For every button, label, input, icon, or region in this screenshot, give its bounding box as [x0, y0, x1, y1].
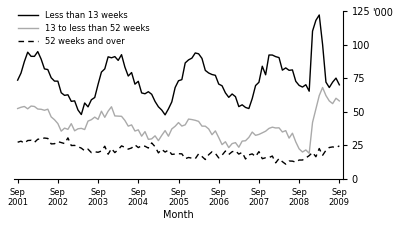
Y-axis label: '000: '000 [372, 7, 393, 17]
X-axis label: Month: Month [163, 210, 194, 220]
Legend: Less than 13 weeks, 13 to less than 52 weeks, 52 weeks and over: Less than 13 weeks, 13 to less than 52 w… [14, 7, 153, 49]
